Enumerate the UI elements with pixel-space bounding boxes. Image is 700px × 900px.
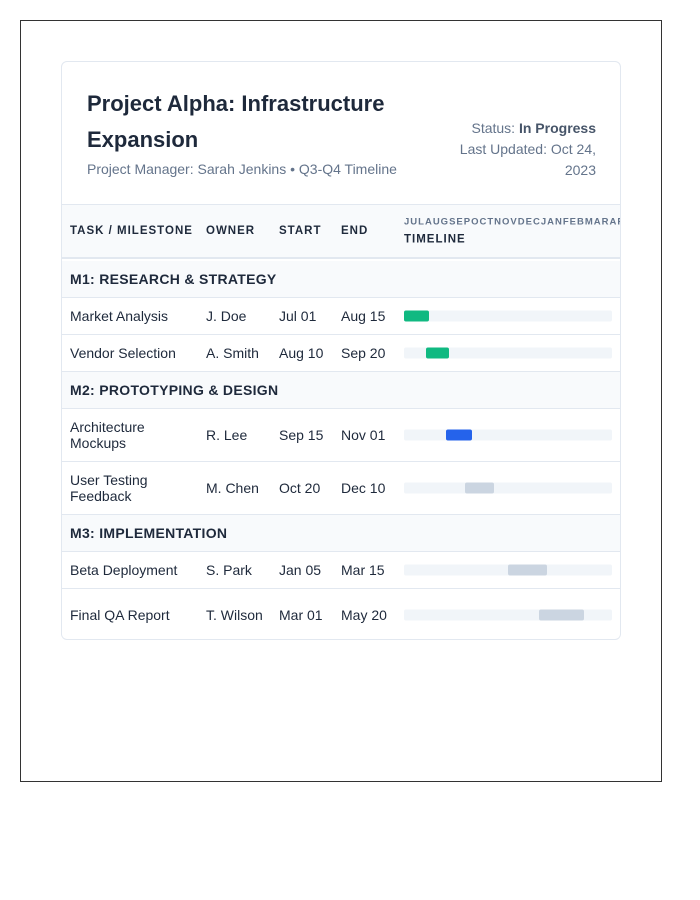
task-name: Final QA Report [70, 607, 170, 623]
col-task: TASK / MILESTONE [70, 225, 193, 237]
status-badge: In Progress [518, 120, 596, 136]
timeline-track [404, 482, 612, 494]
month-labels: JULAUGSEPOCTNOVDECJANFEBMARAPRMAY [404, 216, 620, 230]
task-end: Mar 15 [341, 562, 385, 578]
task-end: Sep 20 [341, 345, 386, 361]
timeline-cell [404, 609, 612, 621]
gantt-bar[interactable] [507, 564, 548, 576]
task-end: May 20 [341, 607, 387, 623]
timeline-track [404, 609, 612, 621]
gantt-bar[interactable] [404, 310, 429, 322]
gantt-bar[interactable] [445, 429, 472, 441]
col-owner: OWNER [206, 225, 256, 237]
table-header: TASK / MILESTONE OWNER START END JUL AUG S… [62, 205, 620, 259]
month-label: MAR [584, 216, 610, 228]
milestone-title: M1: RESEARCH & STRATEGY [70, 271, 277, 287]
month-label: OCT [471, 216, 495, 228]
project-meta: Status: In Progress Last Updated: Oct 24… [426, 118, 596, 181]
task-end: Dec 10 [341, 480, 386, 496]
project-subtitle: Project Manager: Sarah Jenkins • Q3-Q4 T… [87, 161, 397, 177]
task-name: User Testing Feedback [70, 472, 148, 504]
task-name: Vendor Selection [70, 345, 176, 361]
timeline-track [404, 564, 612, 576]
table-row[interactable]: Beta Deployment S. Park Jan 05 Mar 15 [62, 552, 620, 589]
task-start: Aug 10 [279, 345, 324, 361]
timeline-cell [404, 564, 612, 576]
timeline-cell [404, 310, 612, 322]
task-start: Oct 20 [279, 480, 321, 496]
task-owner: T. Wilson [206, 607, 263, 623]
milestone-row: M1: RESEARCH & STRATEGY [62, 261, 620, 298]
month-label: APR [609, 216, 620, 228]
task-end: Nov 01 [341, 427, 386, 443]
task-start: Mar 01 [279, 607, 323, 623]
task-start: Jul 01 [279, 308, 317, 324]
task-name: Market Analysis [70, 308, 169, 324]
last-updated: Last Updated: Oct 24, 2023 [459, 141, 596, 178]
month-label: NOV [494, 216, 518, 228]
milestone-row: M2: PROTOTYPING & DESIGN [62, 372, 620, 409]
month-label: JUL [404, 216, 425, 228]
table-row[interactable]: User Testing Feedback M. Chen Oct 20 Dec… [62, 462, 620, 515]
milestone-row: M3: IMPLEMENTATION [62, 515, 620, 552]
task-owner: M. Chen [206, 480, 259, 496]
timeline-track [404, 429, 612, 441]
task-end: Aug 15 [341, 308, 386, 324]
timeline-cell [404, 482, 612, 494]
gantt-bar[interactable] [465, 482, 494, 494]
month-label: JAN [540, 216, 563, 228]
timeline-label: TIMELINE [404, 233, 466, 246]
table-row[interactable]: Vendor Selection A. Smith Aug 10 Sep 20 [62, 335, 620, 372]
timeline-cell [404, 429, 612, 441]
month-label: FEB [562, 216, 585, 228]
task-name: Architecture Mockups [70, 419, 145, 451]
table-row[interactable]: Architecture Mockups R. Lee Sep 15 Nov 0… [62, 409, 620, 462]
gantt-bar[interactable] [539, 609, 584, 621]
month-label: DEC [517, 216, 541, 228]
timeline-track [404, 347, 612, 359]
project-header: Project Alpha: Infrastructure Expansion … [62, 62, 620, 205]
gantt-bar[interactable] [425, 347, 449, 359]
milestone-title: M3: IMPLEMENTATION [70, 525, 228, 541]
task-owner: R. Lee [206, 427, 248, 443]
status-label: Status: [471, 120, 516, 136]
col-start: START [279, 225, 322, 237]
col-timeline: JULAUGSEPOCTNOVDECJANFEBMARAPRMAY TIMELI… [404, 216, 620, 247]
task-owner: J. Doe [206, 308, 247, 324]
task-owner: A. Smith [206, 345, 259, 361]
table-row[interactable]: Market Analysis J. Doe Jul 01 Aug 15 [62, 298, 620, 335]
task-start: Jan 05 [279, 562, 322, 578]
page-title: Project Alpha: Infrastructure Expansion [87, 91, 385, 152]
table-row[interactable]: Final QA Report T. Wilson Mar 01 May 20 [62, 589, 620, 639]
month-label: AUG [424, 216, 450, 228]
milestone-title: M2: PROTOTYPING & DESIGN [70, 382, 279, 398]
col-end: END [341, 225, 369, 237]
page-frame [20, 20, 662, 782]
task-name: Beta Deployment [70, 562, 178, 578]
month-label: SEP [449, 216, 472, 228]
task-start: Sep 15 [279, 427, 324, 443]
project-card: Project Alpha: Infrastructure Expansion … [61, 61, 621, 640]
task-owner: S. Park [206, 562, 252, 578]
timeline-track [404, 310, 612, 322]
timeline-cell [404, 347, 612, 359]
